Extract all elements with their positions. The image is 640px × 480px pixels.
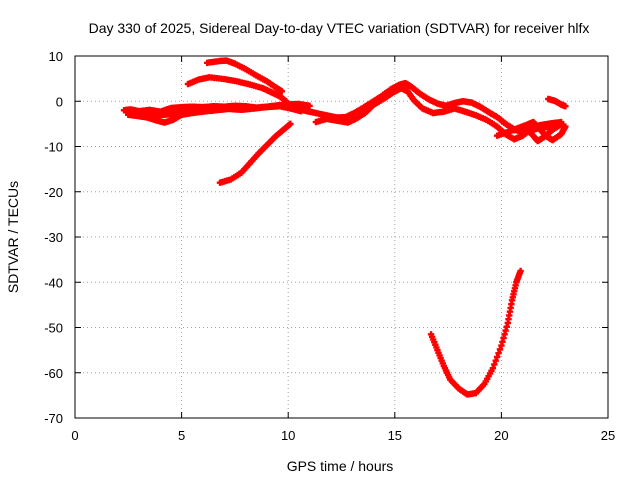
plot-area	[120, 57, 569, 398]
chart-title: Day 330 of 2025, Sidereal Day-to-day VTE…	[89, 20, 590, 36]
data-point	[496, 346, 504, 353]
data-series	[203, 57, 286, 95]
x-tick-label: 0	[71, 428, 78, 443]
data-point	[306, 102, 313, 109]
data-series	[510, 121, 565, 145]
data-series	[427, 267, 524, 398]
y-axis-label: SDTVAR / TECUs	[5, 181, 21, 293]
y-tick-label: 0	[56, 94, 63, 109]
data-point	[282, 98, 290, 105]
y-tick-label: -70	[44, 411, 63, 426]
data-point	[562, 103, 569, 110]
x-tick-label: 5	[178, 428, 185, 443]
data-point	[491, 361, 498, 368]
data-point	[517, 267, 524, 275]
x-axis-label: GPS time / hours	[287, 458, 394, 474]
y-tick-label: -10	[44, 140, 63, 155]
y-tick-label: -50	[44, 321, 63, 336]
x-tick-label: 20	[494, 428, 508, 443]
x-tick-label: 15	[388, 428, 402, 443]
data-series	[184, 74, 290, 105]
axis-ticks: 0 5 10 15 20 25 10 0 -10 -20 -30 -40 -50 -60 -70	[44, 49, 615, 443]
y-tick-label: -60	[44, 366, 63, 381]
x-tick-label: 25	[601, 428, 615, 443]
y-tick-label: -30	[44, 230, 63, 245]
data-point	[287, 120, 294, 128]
data-point	[557, 121, 565, 128]
grid	[75, 56, 608, 418]
data-point	[214, 104, 222, 111]
data-point	[492, 357, 499, 364]
data-series	[216, 120, 294, 186]
y-tick-label: 10	[49, 49, 63, 64]
y-tick-label: -40	[44, 275, 63, 290]
data-point	[495, 349, 502, 357]
data-series	[545, 95, 569, 110]
x-tick-label: 10	[281, 428, 295, 443]
y-tick-label: -20	[44, 185, 63, 200]
data-point	[493, 353, 501, 361]
data-point	[562, 123, 569, 130]
data-point	[489, 365, 497, 372]
data-series	[122, 104, 222, 119]
data-point	[278, 88, 286, 95]
